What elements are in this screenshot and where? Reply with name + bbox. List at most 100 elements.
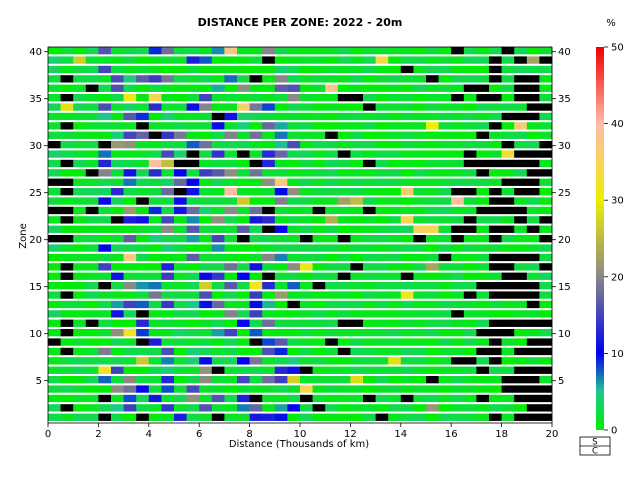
heatmap-cell [438, 206, 452, 215]
heatmap-cell [526, 103, 540, 111]
heatmap-cell [60, 338, 74, 346]
heatmap-cell [48, 263, 61, 271]
heatmap-cell [312, 159, 326, 168]
heatmap-cell [489, 385, 502, 393]
heatmap-cell [312, 291, 326, 299]
heatmap-cell [48, 112, 61, 121]
heatmap-cell [451, 366, 465, 374]
heatmap-cell [325, 159, 339, 168]
heatmap-cell [224, 235, 238, 243]
heatmap-cell [274, 310, 288, 318]
x-tick-label: 16 [445, 429, 458, 440]
legend-box: S C [579, 436, 611, 457]
heatmap-cell [312, 103, 326, 111]
heatmap-cell [413, 263, 427, 271]
heatmap-cell [363, 47, 376, 55]
heatmap-cell [300, 263, 313, 271]
heatmap-cell [98, 56, 112, 64]
heatmap-cell [287, 131, 301, 139]
heatmap-cell [438, 159, 452, 168]
heatmap-cell [199, 159, 213, 168]
heatmap-cell [400, 225, 414, 233]
heatmap-cell [262, 357, 276, 365]
heatmap-cell [237, 216, 250, 224]
heatmap-cell [375, 300, 389, 309]
heatmap-cell [85, 263, 99, 271]
heatmap-cell [174, 103, 187, 111]
heatmap-cell [249, 329, 263, 337]
heatmap-cell [211, 206, 225, 215]
heatmap-cell [463, 47, 477, 55]
heatmap-cell [363, 197, 376, 205]
heatmap-cell [526, 366, 540, 374]
heatmap-cell [123, 216, 137, 224]
heatmap-cell [388, 272, 402, 280]
heatmap-cell [413, 244, 427, 252]
heatmap-cell [501, 366, 515, 374]
heatmap-cell [224, 197, 238, 205]
heatmap-cell [111, 47, 124, 55]
heatmap-cell [438, 347, 452, 356]
heatmap-cell [438, 338, 452, 346]
heatmap-cell [211, 272, 225, 280]
heatmap-cell [211, 178, 225, 186]
heatmap-cell [350, 357, 364, 365]
heatmap-cell [224, 225, 238, 233]
heatmap-cell [224, 338, 238, 346]
heatmap-cell [514, 263, 528, 271]
heatmap-cell [489, 329, 502, 337]
heatmap-cell [337, 272, 351, 280]
heatmap-cell [274, 75, 288, 83]
heatmap-cell [514, 159, 528, 168]
heatmap-cell [463, 225, 477, 233]
heatmap-cell [337, 178, 351, 186]
heatmap-cell [111, 56, 124, 64]
heatmap-cell [199, 366, 213, 374]
heatmap-cell [350, 84, 364, 92]
heatmap-cell [413, 385, 427, 393]
heatmap-cell [211, 282, 225, 290]
heatmap-cell [262, 413, 276, 421]
heatmap-cell [111, 263, 124, 271]
heatmap-cell [211, 84, 225, 92]
heatmap-cell [451, 112, 465, 121]
heatmap-cell [400, 282, 414, 290]
heatmap-cell [388, 300, 402, 309]
heatmap-cell [48, 216, 61, 224]
heatmap-cell [262, 94, 276, 102]
heatmap-cell [174, 300, 187, 309]
heatmap-cell [111, 65, 124, 74]
heatmap-cell [249, 338, 263, 346]
heatmap-cell [476, 376, 490, 384]
heatmap-cell [363, 131, 376, 139]
heatmap-cell [249, 404, 263, 412]
heatmap-cell [85, 376, 99, 384]
heatmap-cell [85, 347, 99, 356]
heatmap-cell [211, 338, 225, 346]
heatmap-cell [300, 366, 313, 374]
heatmap-cell [300, 94, 313, 102]
heatmap-cell [148, 65, 162, 74]
heatmap-cell [161, 188, 175, 196]
heatmap-cell [476, 112, 490, 121]
heatmap-cell [274, 47, 288, 55]
heatmap-cell [413, 216, 427, 224]
heatmap-cell [539, 394, 553, 403]
heatmap-cell [186, 310, 200, 318]
heatmap-cell [224, 291, 238, 299]
heatmap-cell [388, 385, 402, 393]
heatmap-cell [274, 65, 288, 74]
heatmap-cell [463, 404, 477, 412]
heatmap-cell [48, 413, 61, 421]
heatmap-cell [249, 272, 263, 280]
heatmap-cell [48, 178, 61, 186]
heatmap-cell [287, 272, 301, 280]
heatmap-cell [426, 319, 439, 327]
heatmap-cell [161, 225, 175, 233]
heatmap-cell [85, 206, 99, 215]
heatmap-cell [438, 253, 452, 262]
heatmap-cell [148, 376, 162, 384]
heatmap-cell [85, 94, 99, 102]
heatmap-cell [211, 347, 225, 356]
heatmap-cell [451, 329, 465, 337]
